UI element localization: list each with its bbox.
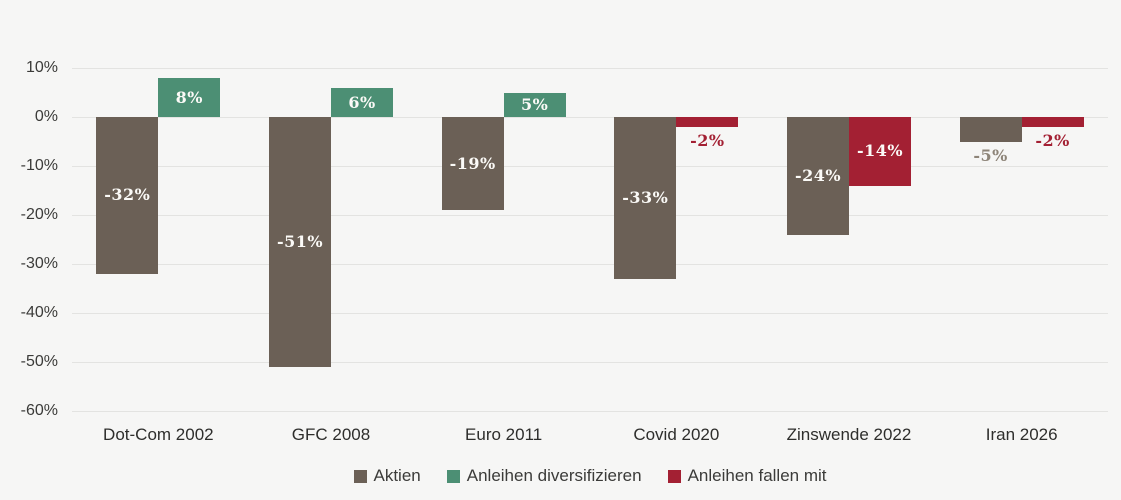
legend-label: Anleihen diversifizieren: [466, 466, 642, 485]
bar-value-label: -19%: [449, 154, 496, 173]
legend-item: Aktien: [353, 466, 421, 486]
bar-value-label: -32%: [104, 185, 151, 204]
gridline: [72, 313, 1108, 314]
category-label: Euro 2011: [465, 425, 543, 444]
y-axis-tick-label: -30%: [20, 255, 58, 272]
bar-aktien: [614, 117, 677, 279]
legend: Aktien Anleihen diversifizieren Anleihen f…: [72, 464, 1108, 488]
gridline: [72, 264, 1108, 265]
category-label: Zinswende 2022: [786, 425, 912, 444]
legend-item: Anleihen fallen mit: [667, 466, 827, 486]
legend-item: Anleihen diversifizieren: [446, 466, 642, 486]
gridline: [72, 411, 1108, 412]
bar-anleihen: [676, 117, 739, 127]
bar-value-label: -14%: [856, 141, 904, 160]
bar-value-label: 6%: [348, 92, 376, 112]
bar-aktien: [96, 117, 159, 274]
bar-value-label: 8%: [175, 87, 203, 107]
category-label: Dot-Com 2002: [103, 425, 214, 444]
bar-value-label: -51%: [276, 232, 324, 251]
legend-swatch-icon: [353, 469, 367, 483]
y-axis-tick-label: -20%: [20, 206, 58, 223]
bar-anleihen: [849, 117, 911, 186]
category-label: GFC 2008: [291, 425, 371, 444]
legend-swatch-icon: [446, 469, 460, 483]
y-axis-tick-label: -10%: [20, 157, 58, 174]
legend-label: Anleihen fallen mit: [687, 466, 827, 485]
bar-aktien: [959, 117, 1022, 142]
y-axis-tick-label: -50%: [20, 353, 58, 370]
legend-label: Aktien: [373, 466, 421, 485]
bar-anleihen: [1021, 117, 1084, 127]
bar-anleihen: [331, 87, 393, 117]
bar-aktien: [441, 117, 504, 211]
legend-swatch-icon: [667, 469, 681, 483]
bar-aktien: [269, 117, 331, 367]
bar-value-label: -33%: [622, 188, 669, 207]
category-label: Covid 2020: [633, 425, 720, 444]
bar-value-label: -2%: [690, 130, 725, 150]
bar-value-label: -24%: [794, 166, 842, 185]
bar-value-label: 5%: [520, 94, 549, 114]
bar-value-label: -2%: [1035, 130, 1070, 150]
y-axis-tick-label: -40%: [20, 304, 58, 321]
y-axis-tick-label: 10%: [25, 59, 58, 76]
gridline: [72, 362, 1108, 363]
y-axis-tick-label: -60%: [20, 402, 58, 419]
gridline: [72, 68, 1108, 69]
gridline: [72, 117, 1108, 118]
bar-anleihen: [158, 77, 221, 117]
bar-anleihen: [503, 92, 566, 117]
gridline: [72, 215, 1108, 216]
y-axis-tick-label: 0%: [34, 108, 58, 125]
bar-value-label: -5%: [973, 145, 1008, 165]
category-label: Iran 2026: [985, 425, 1058, 444]
bar-aktien: [787, 117, 849, 235]
gridline: [72, 166, 1108, 167]
